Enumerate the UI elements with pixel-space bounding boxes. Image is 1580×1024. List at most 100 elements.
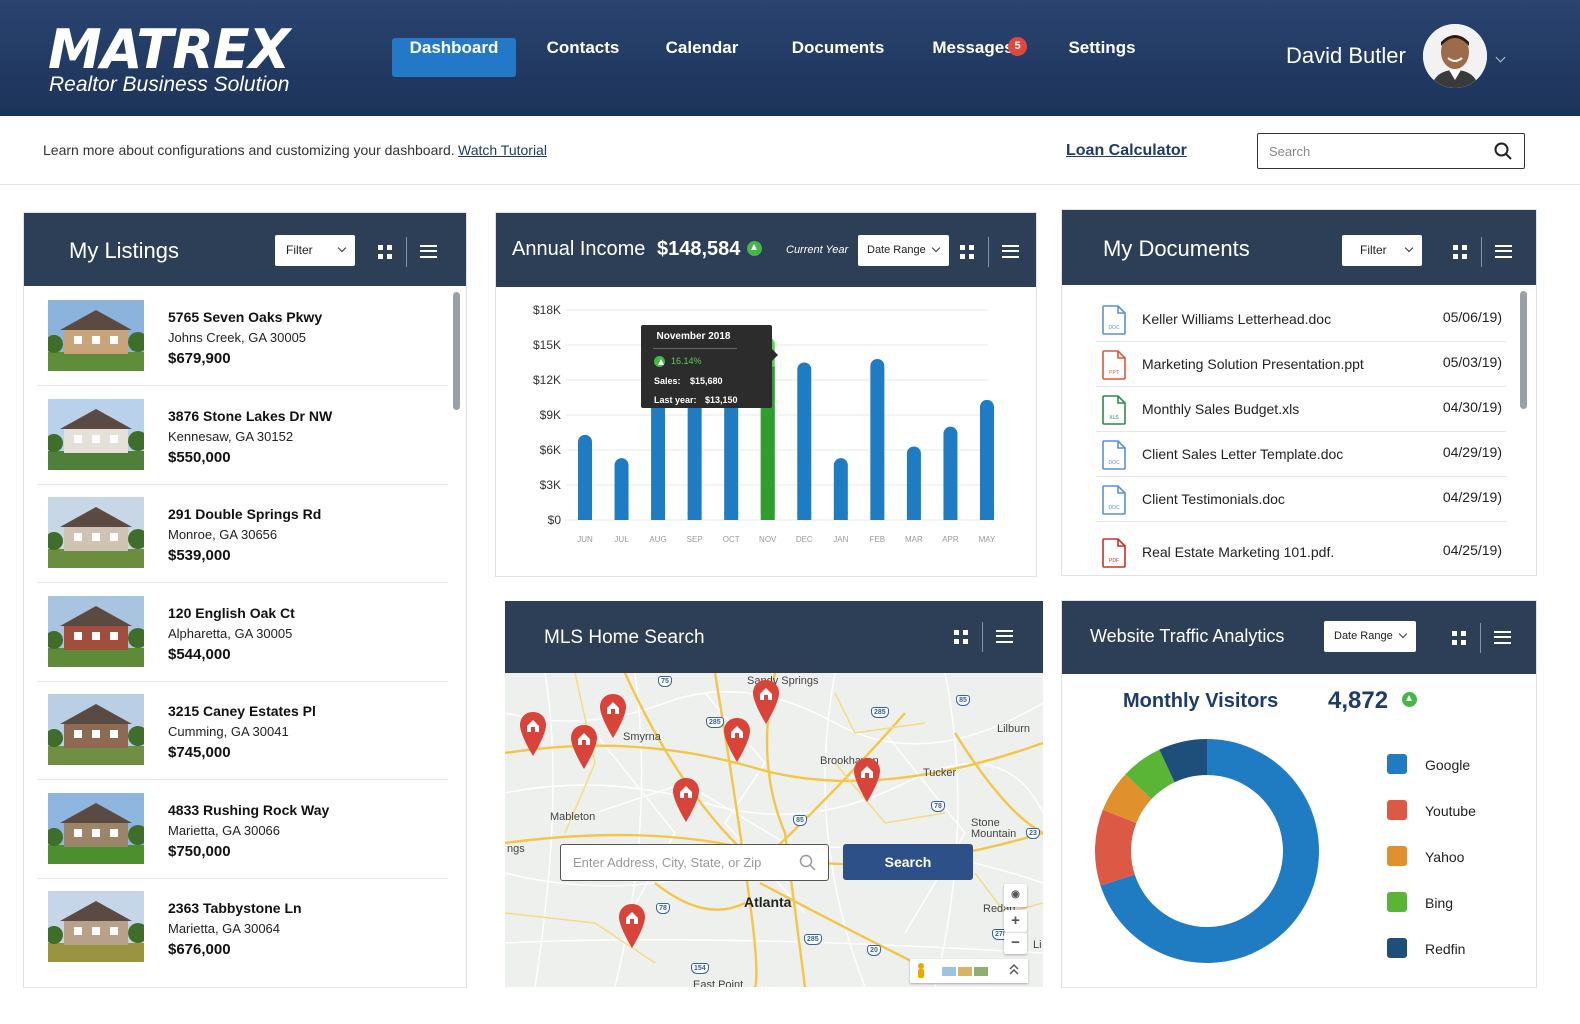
- bar[interactable]: [614, 458, 629, 520]
- bar[interactable]: [870, 359, 885, 520]
- bar[interactable]: [578, 434, 592, 520]
- listing-address[interactable]: 4833 Rushing Rock Way: [168, 801, 330, 818]
- home-pin-icon[interactable]: [519, 711, 547, 757]
- listing-address[interactable]: 2363 Tabbystone Ln: [168, 900, 302, 916]
- user-name[interactable]: David Butler: [1286, 43, 1406, 68]
- document-name[interactable]: Client Sales Letter Template.doc: [1142, 446, 1344, 462]
- search-icon[interactable]: [1494, 142, 1512, 160]
- listing-row[interactable]: 5765 Seven Oaks Pkwy Johns Creek, GA 3000…: [38, 288, 448, 386]
- nav-dashboard[interactable]: Dashboard: [392, 38, 516, 77]
- y-tick-label: $0: [548, 513, 562, 527]
- listing-photo[interactable]: [48, 300, 144, 371]
- list-view-icon[interactable]: [420, 245, 437, 258]
- user-menu-chevron-icon[interactable]: [1495, 52, 1506, 63]
- home-pin-icon[interactable]: [723, 717, 751, 763]
- bar[interactable]: [906, 446, 921, 521]
- loan-calculator-link[interactable]: Loan Calculator: [1066, 142, 1187, 159]
- home-pin-icon[interactable]: [599, 693, 627, 739]
- street-view-icon[interactable]: [910, 959, 1028, 983]
- x-tick-label: MAY: [979, 535, 996, 544]
- bar[interactable]: [687, 397, 702, 521]
- donut-slice-redfin[interactable]: [1159, 739, 1207, 783]
- listing-row[interactable]: 3876 Stone Lakes Dr NW Kennesaw, GA 30152…: [38, 387, 448, 485]
- listing-photo[interactable]: [48, 497, 144, 568]
- bar[interactable]: [797, 362, 812, 521]
- listing-row[interactable]: 2363 Tabbystone Ln Marietta, GA 30064 $676…: [38, 879, 448, 977]
- document-row[interactable]: XLS Monthly Sales Budget.xls 04/30/19): [1096, 387, 1506, 432]
- bar[interactable]: [833, 458, 848, 520]
- listing-photo[interactable]: [48, 792, 144, 864]
- nav-messages[interactable]: Messages: [932, 38, 1014, 57]
- listing-photo[interactable]: [48, 891, 144, 962]
- document-row[interactable]: PDF Real Estate Marketing 101.pdf. 04/25/1…: [1096, 530, 1506, 575]
- listing-address[interactable]: 3215 Caney Estates Pl: [168, 703, 316, 719]
- home-pin-icon[interactable]: [672, 777, 700, 823]
- nav-contacts[interactable]: Contacts: [546, 38, 620, 57]
- home-pin-icon[interactable]: [752, 679, 780, 725]
- donut-slice-youtube[interactable]: [1095, 809, 1137, 886]
- grid-view-icon[interactable]: [1452, 631, 1466, 645]
- home-pin-icon[interactable]: [618, 903, 646, 949]
- locate-me-icon[interactable]: ◉: [1004, 884, 1027, 907]
- document-name[interactable]: Real Estate Marketing 101.pdf.: [1142, 544, 1335, 560]
- grid-view-icon[interactable]: [954, 630, 968, 644]
- listing-address[interactable]: 120 English Oak Ct: [168, 604, 295, 621]
- listing-photo[interactable]: [48, 398, 144, 470]
- home-pin-icon[interactable]: [570, 724, 598, 770]
- document-row[interactable]: DOC Client Sales Letter Template.doc 04/29…: [1096, 432, 1506, 477]
- bar[interactable]: [943, 426, 958, 520]
- listing-row[interactable]: 120 English Oak Ct Alpharetta, GA 30005 $5…: [38, 584, 448, 682]
- bar-base: [943, 512, 958, 520]
- document-row[interactable]: PPT Marketing Solution Presentation.ppt 05…: [1096, 342, 1506, 387]
- listing-photo[interactable]: [48, 694, 144, 765]
- document-row[interactable]: DOC Keller Williams Letterhead.doc 05/06/1…: [1096, 297, 1506, 342]
- nav-calendar[interactable]: Calendar: [665, 38, 739, 57]
- nav-settings[interactable]: Settings: [1068, 38, 1136, 57]
- listing-address[interactable]: 5765 Seven Oaks Pkwy: [168, 309, 323, 325]
- nav-documents[interactable]: Documents: [791, 38, 885, 57]
- listing-photo[interactable]: [48, 595, 144, 667]
- donut-slice-bing[interactable]: [1125, 749, 1175, 799]
- traffic-date-range-dropdown[interactable]: Date Range: [1324, 621, 1416, 652]
- listing-address[interactable]: 3876 Stone Lakes Dr NW: [168, 407, 333, 424]
- listing-row[interactable]: 4833 Rushing Rock Way Marietta, GA 30066 $…: [38, 781, 448, 879]
- bar[interactable]: [980, 399, 994, 520]
- listings-scrollbar[interactable]: [453, 292, 460, 410]
- map[interactable]: Sandy Springs Smyrna Brookhaven Tucker L…: [505, 673, 1043, 987]
- search-input[interactable]: [1269, 134, 1489, 168]
- document-name[interactable]: Monthly Sales Budget.xls: [1142, 401, 1300, 417]
- address-search-input[interactable]: [573, 845, 793, 880]
- donut-slice-google[interactable]: [1100, 739, 1319, 963]
- documents-filter-dropdown[interactable]: Filter: [1342, 235, 1422, 266]
- income-date-range-dropdown[interactable]: Date Range: [858, 235, 949, 266]
- list-view-icon[interactable]: [1002, 245, 1019, 258]
- listing-address[interactable]: 291 Double Springs Rd: [168, 506, 322, 522]
- bar[interactable]: [651, 397, 666, 521]
- listing-row[interactable]: 291 Double Springs Rd Monroe, GA 30656 $53…: [38, 485, 448, 583]
- list-view-icon[interactable]: [1494, 631, 1511, 644]
- zoom-out-button[interactable]: −: [1004, 932, 1027, 954]
- map-label-east-point: East Point: [693, 979, 744, 987]
- documents-scrollbar[interactable]: [1520, 291, 1527, 409]
- list-view-icon[interactable]: [996, 630, 1013, 643]
- listing-row[interactable]: 3215 Caney Estates Pl Cumming, GA 30041 $7…: [38, 682, 448, 780]
- x-tick-label: DEC: [796, 535, 813, 544]
- list-view-icon[interactable]: [1495, 245, 1512, 258]
- brand-logo[interactable]: MATREX: [48, 18, 290, 81]
- bar[interactable]: [724, 397, 739, 521]
- avatar[interactable]: [1423, 24, 1487, 88]
- listings-filter-dropdown[interactable]: Filter: [275, 235, 355, 266]
- bar-base: [724, 512, 739, 520]
- home-pin-icon[interactable]: [853, 757, 881, 803]
- zoom-in-button[interactable]: +: [1004, 910, 1027, 932]
- grid-view-icon[interactable]: [378, 245, 392, 259]
- grid-view-icon[interactable]: [960, 245, 974, 259]
- document-name[interactable]: Client Testimonials.doc: [1142, 491, 1285, 507]
- map-search-button[interactable]: Search: [843, 844, 973, 880]
- watch-tutorial-link[interactable]: Watch Tutorial: [458, 142, 547, 158]
- grid-view-icon[interactable]: [1453, 245, 1467, 259]
- document-name[interactable]: Marketing Solution Presentation.ppt: [1142, 356, 1364, 372]
- document-row[interactable]: DOC Client Testimonials.doc 04/29/19): [1096, 477, 1506, 522]
- document-name[interactable]: Keller Williams Letterhead.doc: [1142, 311, 1332, 327]
- donut-slice-yahoo[interactable]: [1102, 774, 1152, 824]
